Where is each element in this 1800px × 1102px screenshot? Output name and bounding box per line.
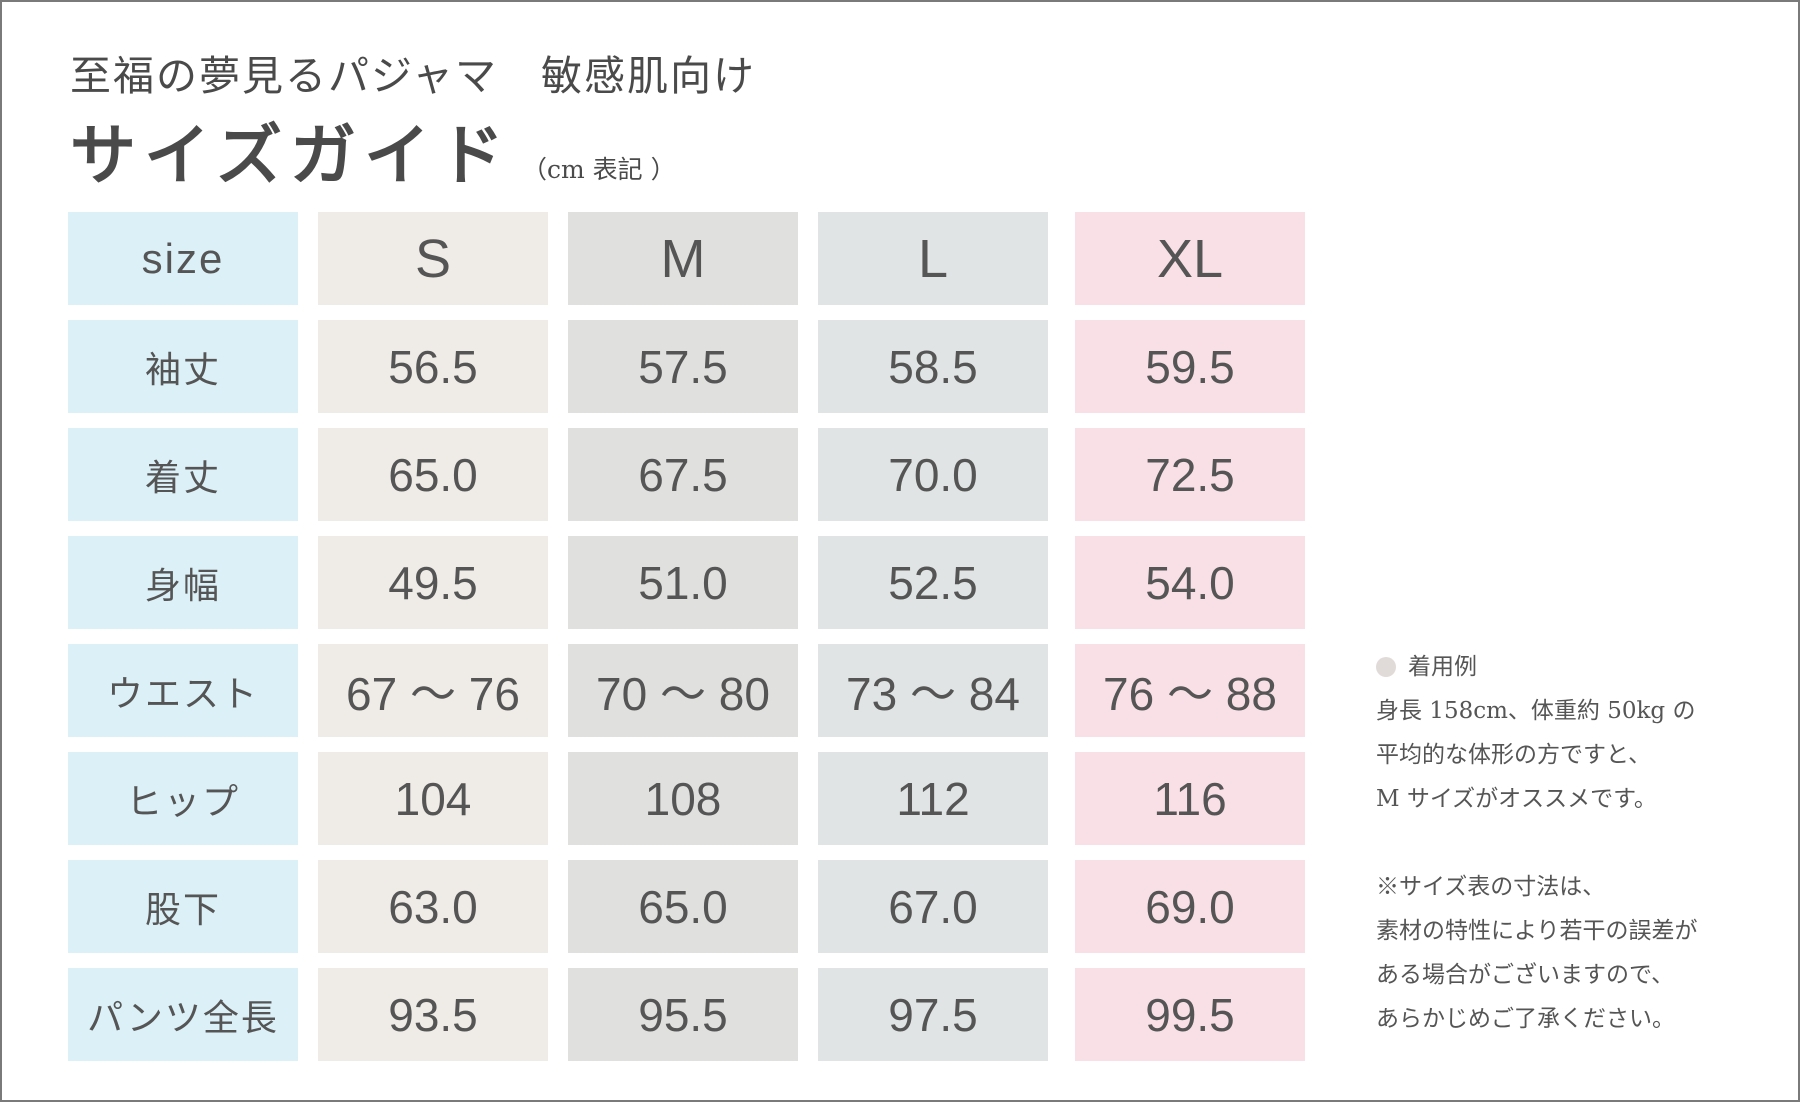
disclaimer-line: ※サイズ表の寸法は、 xyxy=(1376,874,1606,900)
header-cell-m: M xyxy=(568,212,798,305)
table-cell: 67 ～ 76 xyxy=(318,644,548,737)
header-cell-xl: XL xyxy=(1075,212,1305,305)
table-cell: 76 ～ 88 xyxy=(1075,644,1305,737)
table-cell: 51.0 xyxy=(568,536,798,629)
row-label-body-width: 身幅 xyxy=(68,536,298,629)
table-cell: 97.5 xyxy=(818,968,1048,1061)
table-cell: 104 xyxy=(318,752,548,845)
product-name: 至福の夢見るパジャマ 敏感肌向け xyxy=(70,52,756,100)
table-cell: 95.5 xyxy=(568,968,798,1061)
example-text-line: M サイズがオススメです。 xyxy=(1376,786,1657,812)
table-cell: 73 ～ 84 xyxy=(818,644,1048,737)
header-cell-l: L xyxy=(818,212,1048,305)
table-cell: 67.5 xyxy=(568,428,798,521)
bullet-dot-icon xyxy=(1376,657,1396,677)
table-cell: 108 xyxy=(568,752,798,845)
table-cell: 49.5 xyxy=(318,536,548,629)
title-row: サイズガイド （cm 表記 ） xyxy=(70,102,676,198)
header-cell-size: size xyxy=(68,212,298,305)
table-cell: 72.5 xyxy=(1075,428,1305,521)
table-cell: 116 xyxy=(1075,752,1305,845)
header-cell-s: S xyxy=(318,212,548,305)
notes-panel: 着用例 身長 158cm、体重約 50kg の 平均的な体形の方ですと、 M サ… xyxy=(1376,645,1796,1041)
example-heading-row: 着用例 xyxy=(1376,645,1796,689)
table-cell: 54.0 xyxy=(1075,536,1305,629)
table-cell: 52.5 xyxy=(818,536,1048,629)
table-cell: 67.0 xyxy=(818,860,1048,953)
table-cell: 70 ～ 80 xyxy=(568,644,798,737)
row-label-body-length: 着丈 xyxy=(68,428,298,521)
unit-note: （cm 表記 ） xyxy=(522,155,676,184)
example-text-line: 平均的な体形の方ですと、 xyxy=(1376,742,1652,768)
example-heading: 着用例 xyxy=(1408,654,1477,680)
table-cell: 99.5 xyxy=(1075,968,1305,1061)
table-cell: 65.0 xyxy=(568,860,798,953)
table-cell: 65.0 xyxy=(318,428,548,521)
table-cell: 56.5 xyxy=(318,320,548,413)
table-cell: 69.0 xyxy=(1075,860,1305,953)
row-label-pants-length: パンツ全長 xyxy=(68,968,298,1061)
table-cell: 63.0 xyxy=(318,860,548,953)
table-cell: 93.5 xyxy=(318,968,548,1061)
row-label-waist: ウエスト xyxy=(68,644,298,737)
row-label-hip: ヒップ xyxy=(68,752,298,845)
disclaimer-line: 素材の特性により若干の誤差が xyxy=(1376,918,1698,944)
page-title: サイズガイド xyxy=(70,116,513,194)
table-cell: 59.5 xyxy=(1075,320,1305,413)
row-label-sleeve-length: 袖丈 xyxy=(68,320,298,413)
disclaimer-line: あらかじめご了承ください。 xyxy=(1376,1006,1675,1032)
disclaimer-line: ある場合がございますので、 xyxy=(1376,962,1675,988)
table-cell: 70.0 xyxy=(818,428,1048,521)
example-text-line: 身長 158cm、体重約 50kg の xyxy=(1376,698,1696,724)
row-label-inseam: 股下 xyxy=(68,860,298,953)
table-cell: 112 xyxy=(818,752,1048,845)
table-cell: 57.5 xyxy=(568,320,798,413)
table-cell: 58.5 xyxy=(818,320,1048,413)
